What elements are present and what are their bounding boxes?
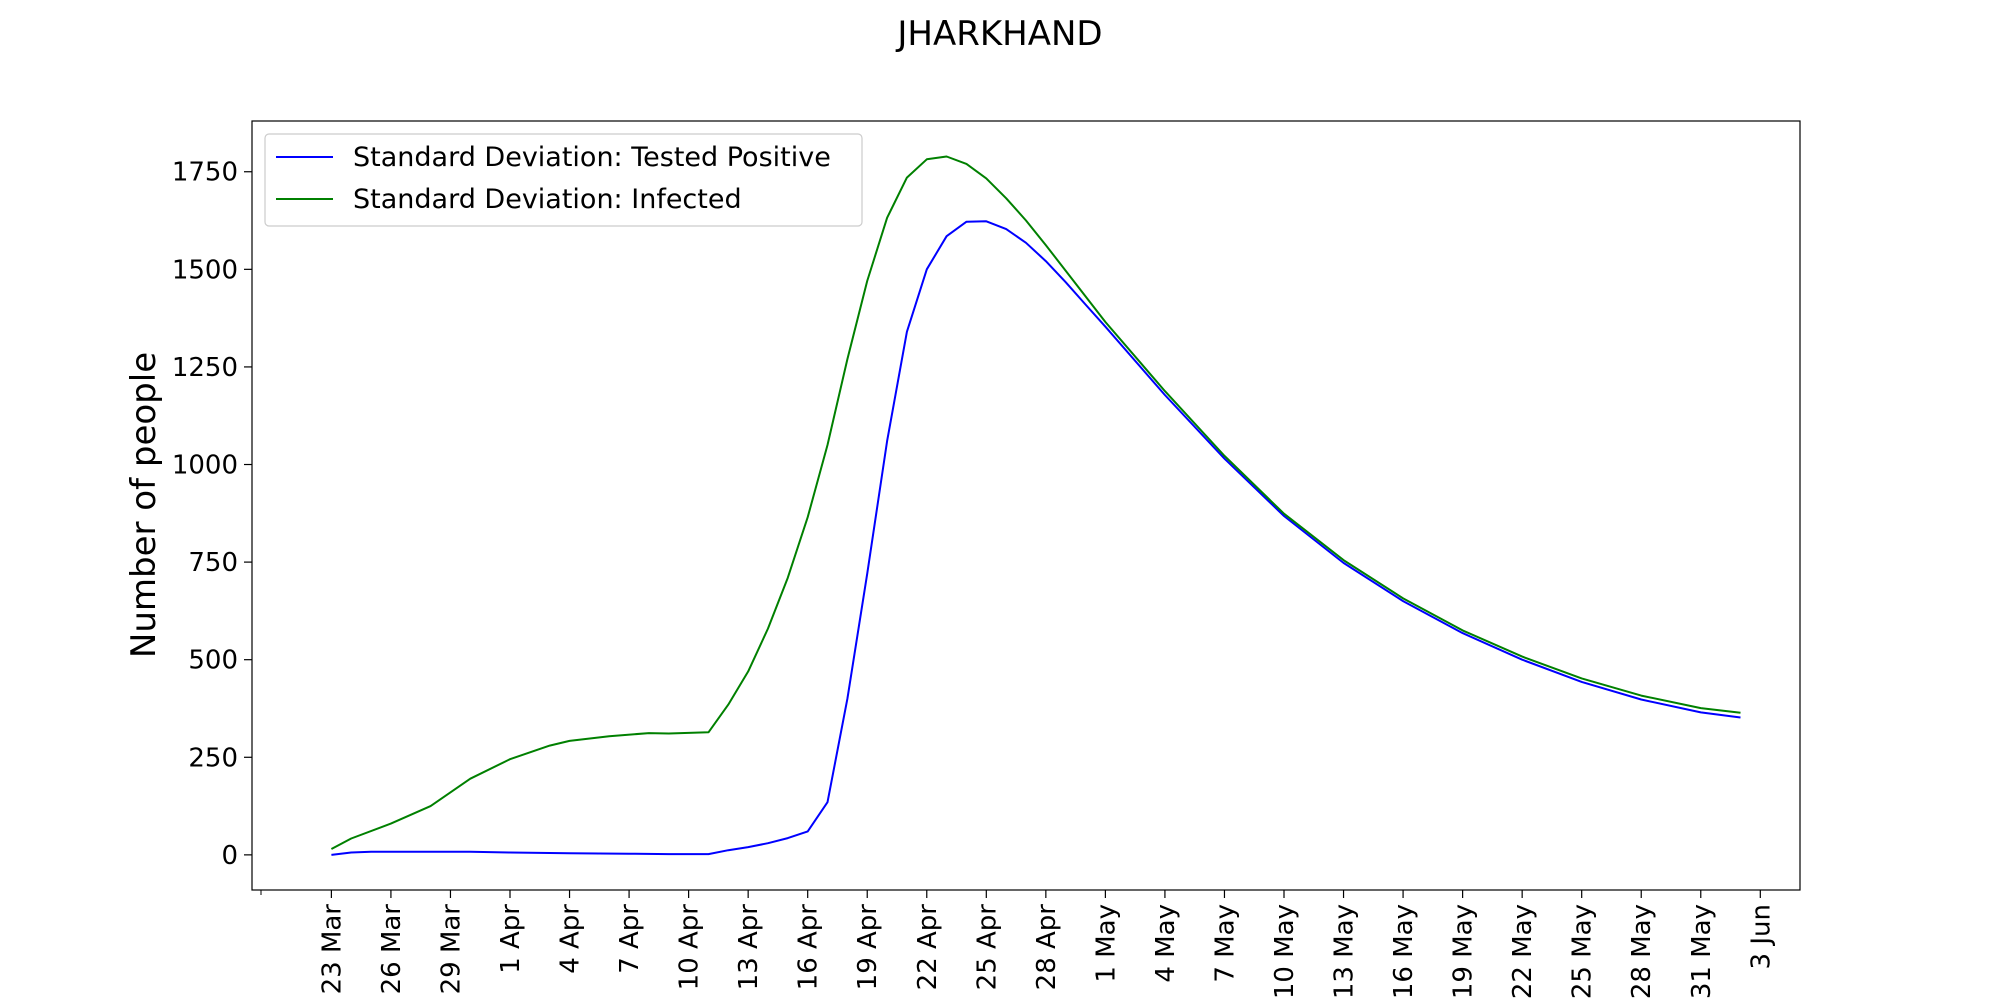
series-line-tested-positive (331, 220, 1741, 856)
x-tick-label: 13 Apr (734, 904, 764, 991)
x-tick-label: 28 Apr (1032, 904, 1062, 991)
x-tick-label: 25 May (1568, 904, 1598, 999)
y-tick-label: 1750 (172, 158, 238, 188)
x-tick-label: 1 May (1091, 904, 1121, 983)
x-tick-label: 26 Mar (377, 904, 407, 995)
x-tick-label: 4 May (1151, 904, 1181, 983)
x-tick-label: 10 Apr (675, 904, 705, 991)
x-tick-label: 7 Apr (615, 904, 645, 974)
x-tick-label: 16 May (1389, 904, 1419, 999)
legend-label-tested-positive: Standard Deviation: Tested Positive (353, 142, 831, 173)
y-tick-label: 1000 (172, 451, 238, 481)
legend-label-infected: Standard Deviation: Infected (353, 184, 742, 215)
series-line-infected (330, 155, 1741, 850)
x-tick-label: 13 May (1330, 904, 1360, 999)
y-tick-label: 750 (188, 548, 238, 578)
y-tick-label: 0 (221, 841, 238, 871)
legend-box (264, 133, 863, 227)
y-axis-label: Number of people (124, 352, 164, 658)
x-tick-label: 31 May (1687, 904, 1717, 999)
x-tick-label: 23 Mar (317, 904, 347, 995)
x-tick-label: 22 Apr (913, 904, 943, 991)
chart-title: JHARKHAND (895, 14, 1102, 54)
x-tick-label: 1 Apr (496, 904, 526, 974)
x-tick-label: 25 Apr (972, 904, 1002, 991)
y-tick-label: 1500 (172, 255, 238, 285)
plot-frame (251, 120, 1801, 891)
x-tick-label: 28 May (1627, 904, 1657, 999)
x-tick-label: 10 May (1270, 904, 1300, 999)
x-tick-label: 3 Jun (1746, 904, 1776, 969)
y-tick-label: 250 (188, 743, 238, 773)
x-tick-label: 16 Apr (794, 904, 824, 991)
y-axis: 0 250 500 750 1000 1250 1500 1750 (172, 158, 252, 871)
y-tick-label: 500 (188, 646, 238, 676)
x-tick-label: 19 May (1449, 904, 1479, 999)
x-tick-label: 19 Apr (853, 904, 883, 991)
series-layer (330, 155, 1741, 856)
x-axis: 23 Mar 26 Mar 29 Mar 1 Apr 4 Apr 7 Apr 10 Apr 1… (260, 890, 1776, 999)
x-tick-label: 29 Mar (436, 904, 466, 995)
x-tick-label: 22 May (1508, 904, 1538, 999)
x-tick-label: 4 Apr (556, 904, 586, 974)
y-tick-label: 1250 (172, 353, 238, 383)
x-tick-label: 7 May (1210, 904, 1240, 983)
legend: Standard Deviation: Tested Positive Stan… (264, 133, 863, 227)
